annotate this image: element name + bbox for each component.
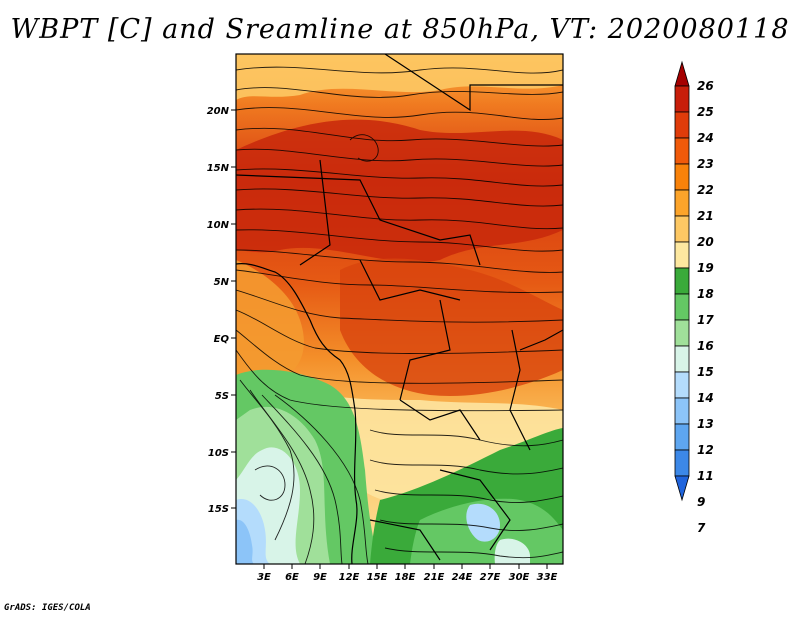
colorbar-label: 15 (697, 365, 714, 379)
lat-label: 5S (215, 391, 229, 402)
colorbar-swatch (674, 319, 690, 347)
field-north-warm (236, 54, 563, 100)
lon-label: 24E (452, 572, 473, 583)
colorbar-label: 26 (697, 79, 714, 93)
colorbar-swatch (674, 137, 690, 165)
lon-label: 6E (285, 572, 299, 583)
lon-label: 12E (339, 572, 360, 583)
colorbar-swatch (674, 371, 690, 399)
lat-label: 20N (207, 106, 230, 117)
colorbar-swatch (674, 397, 690, 425)
map-frame (235, 53, 564, 565)
lon-label: 9E (313, 572, 327, 583)
axis-ticks (231, 109, 548, 569)
colorbar-swatch (674, 345, 690, 373)
colorbar-label: 23 (697, 157, 714, 171)
colorbar-label: 18 (697, 287, 714, 301)
latitude-labels: 20N 15N 10N 5N EQ 5S 10S 15S (207, 106, 230, 515)
lat-label: 15N (207, 163, 230, 174)
colorbar-label: 16 (697, 339, 714, 353)
field-core-east (340, 258, 563, 396)
lat-label: 10S (208, 448, 229, 459)
lon-label: 27E (480, 572, 501, 583)
field-sw-darkblue (236, 519, 254, 564)
lon-label: 15E (367, 572, 388, 583)
colorbar-swatch (674, 215, 690, 243)
colorbar-swatch (674, 241, 690, 269)
lon-label: 30E (509, 572, 530, 583)
longitude-labels: 3E 6E 9E 12E 15E 18E 21E 24E 27E 30E 33E (257, 572, 557, 583)
lat-label: EQ (214, 334, 230, 345)
lon-label: 21E (424, 572, 445, 583)
lon-label: 18E (395, 572, 416, 583)
colorbar-label: 11 (697, 469, 714, 483)
lon-label: 3E (257, 572, 271, 583)
colorbar-swatch (674, 189, 690, 217)
colorbar-swatch (674, 163, 690, 191)
wbpt-field (236, 54, 563, 564)
colorbar-arrow-top (674, 60, 690, 87)
colorbar-label: 14 (697, 391, 714, 405)
colorbar-label: 17 (697, 313, 714, 327)
lat-label: 10N (207, 220, 230, 231)
colorbar-label: 19 (697, 261, 714, 275)
colorbar-label: 9 (697, 495, 705, 509)
field-south-yellow (300, 390, 563, 504)
lat-label: 5N (214, 277, 230, 288)
colorbar: 26 25 24 23 22 21 20 19 18 17 16 15 14 13 12 11 9 7 (674, 60, 714, 535)
field-west-orange (236, 260, 304, 380)
country-borders (236, 54, 563, 564)
colorbar-label: 22 (697, 183, 714, 197)
colorbar-swatch (674, 111, 690, 139)
colorbar-label: 7 (697, 521, 706, 535)
colorbar-label: 21 (697, 209, 714, 223)
colorbar-swatch (674, 293, 690, 321)
grads-credit: GrADS: IGES/COLA (4, 603, 91, 613)
lon-label: 33E (537, 572, 558, 583)
colorbar-swatch (674, 423, 690, 451)
colorbar-label: 24 (697, 131, 714, 145)
colorbar-swatch (674, 449, 690, 477)
colorbar-label: 12 (697, 443, 714, 457)
colorbar-swatch (674, 85, 690, 113)
field-se-blue (466, 503, 500, 542)
colorbar-label: 13 (697, 417, 714, 431)
colorbar-label: 25 (697, 105, 714, 119)
chart-title: WBPT [C] and Sreamline at 850hPa, VT: 20… (10, 14, 790, 45)
colorbar-arrow-bottom (674, 475, 690, 502)
field-core-north (236, 119, 563, 263)
colorbar-label: 20 (697, 235, 714, 249)
colorbar-swatch (674, 267, 690, 295)
lat-label: 15S (208, 504, 229, 515)
